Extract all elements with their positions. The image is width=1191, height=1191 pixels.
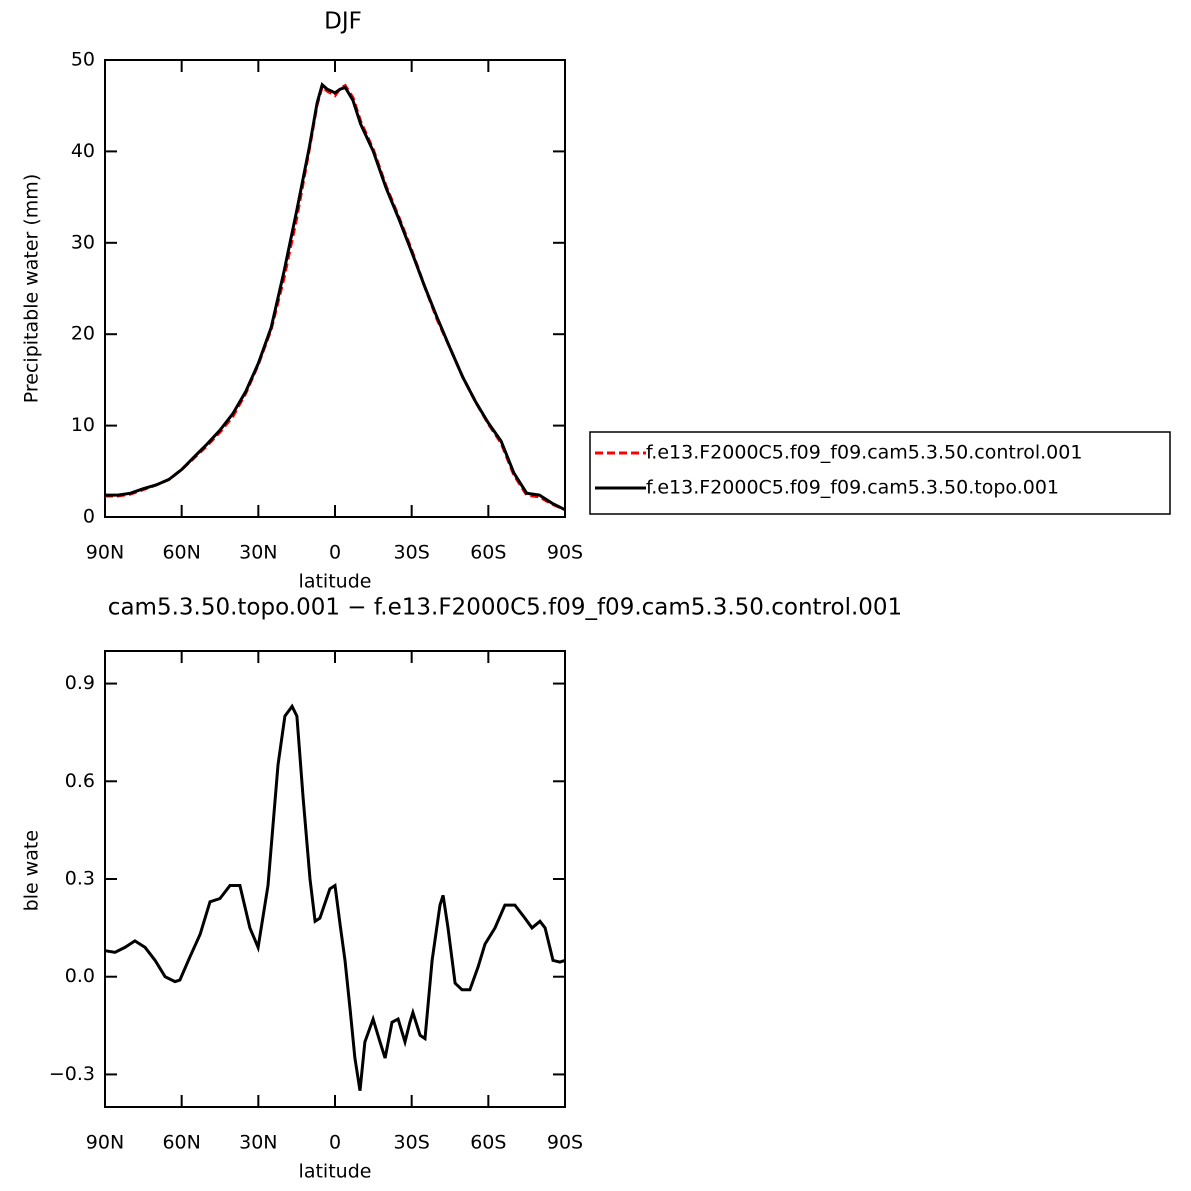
x-axis-label: latitude [299, 571, 372, 593]
legend-label: f.e13.F2000C5.f09_f09.cam5.3.50.topo.001 [646, 477, 1059, 499]
chart-title: cam5.3.50.topo.001 − f.e13.F2000C5.f09_f… [108, 595, 902, 621]
y-tick-label: 30 [71, 231, 95, 253]
legend-label: f.e13.F2000C5.f09_f09.cam5.3.50.control.… [646, 442, 1082, 464]
y-tick-label: 0.3 [65, 868, 95, 890]
y-tick-label: −0.3 [49, 1063, 95, 1085]
legend-box [589, 431, 1171, 515]
x-tick-label: 0 [329, 1132, 341, 1154]
x-tick-label: 90N [86, 542, 124, 564]
y-tick-label: 20 [71, 323, 95, 345]
data-line [105, 81, 566, 512]
x-tick-label: 60N [162, 1132, 200, 1154]
x-tick-label: 60S [470, 542, 506, 564]
y-tick-label: 40 [71, 140, 95, 162]
y-tick-label: 0.0 [65, 965, 95, 987]
x-tick-label: 0 [329, 542, 341, 564]
x-tick-label: 90N [86, 1132, 124, 1154]
x-tick-label: 30N [239, 542, 277, 564]
plot-frame [104, 59, 566, 518]
y-tick-label: 50 [71, 49, 95, 71]
x-tick-label: 60S [470, 1132, 506, 1154]
chart-title: DJF [324, 9, 362, 35]
y-tick-label: 10 [71, 414, 95, 436]
plot-frame [104, 650, 566, 1108]
x-tick-label: 60N [162, 542, 200, 564]
x-tick-label: 90S [547, 542, 583, 564]
y-axis-label: Precipitable water (mm) [21, 764, 43, 993]
x-tick-label: 30S [394, 542, 430, 564]
y-axis-label: Precipitable water (mm) [21, 174, 43, 403]
data-line [105, 83, 566, 512]
x-tick-label: 90S [547, 1132, 583, 1154]
x-axis-label: latitude [299, 1161, 372, 1183]
x-tick-label: 30S [394, 1132, 430, 1154]
y-tick-label: 0 [83, 506, 95, 528]
y-tick-label: 0.9 [65, 672, 95, 694]
data-line [104, 703, 566, 1091]
x-tick-label: 30N [239, 1132, 277, 1154]
y-tick-label: 0.6 [65, 770, 95, 792]
